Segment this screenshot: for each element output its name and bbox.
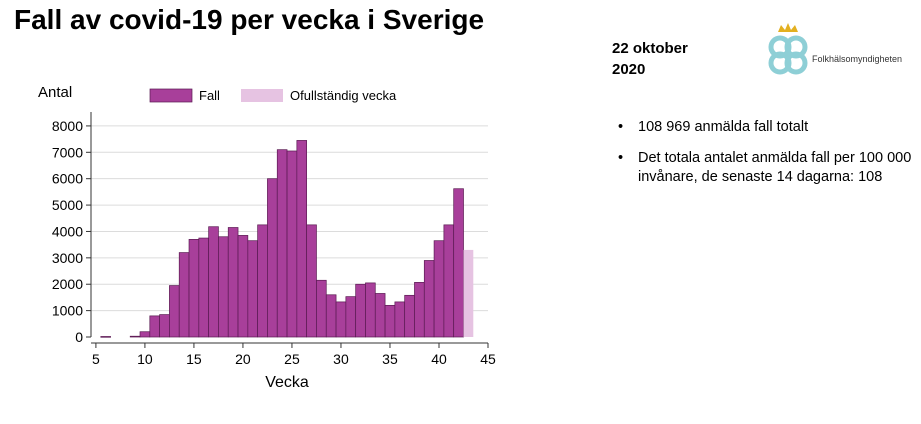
y-tick-label: 7000 bbox=[52, 144, 83, 160]
bar-week-12 bbox=[159, 314, 170, 338]
y-tick-label: 0 bbox=[75, 329, 83, 345]
y-tick-label: 2000 bbox=[52, 276, 83, 292]
slide-title: Fall av covid-19 per vecka i Sverige bbox=[14, 4, 485, 35]
bar-week-42 bbox=[453, 188, 464, 338]
folkhalsomyndigheten-logo: Folkhälsomyndigheten bbox=[756, 18, 921, 78]
bar-week-21 bbox=[247, 240, 258, 338]
bar-week-15 bbox=[188, 239, 200, 338]
bullet-dot-icon: • bbox=[618, 150, 624, 166]
bullet-text: 108 969 anmälda fall totalt bbox=[638, 119, 809, 135]
bar-week-13 bbox=[169, 285, 180, 338]
bar-week-41 bbox=[443, 224, 455, 338]
bar-week-35 bbox=[384, 304, 396, 338]
legend-label-fall: Fall bbox=[199, 88, 220, 103]
weekly-cases-chart: 0 1000 2000 3000 4000 5000 6000 7000 8000 5 10 15 20… bbox=[38, 84, 496, 391]
logo-emblem-icon bbox=[768, 23, 808, 75]
axes: 0 1000 2000 3000 4000 5000 6000 7000 8000 5 10 15 20… bbox=[52, 112, 496, 367]
bar-week-34 bbox=[374, 293, 386, 338]
bar-week-14 bbox=[178, 252, 190, 338]
bar-week-9 bbox=[129, 335, 141, 338]
y-tick-label: 4000 bbox=[52, 223, 83, 239]
bar-week-36 bbox=[394, 301, 406, 338]
bar-week-31 bbox=[345, 296, 357, 338]
date-label: 22 oktober 2020 bbox=[612, 38, 688, 80]
y-tick-label: 3000 bbox=[52, 250, 83, 266]
bar-week-28 bbox=[316, 279, 327, 338]
legend-swatch-fall bbox=[149, 88, 193, 103]
bar-week-39 bbox=[423, 260, 435, 338]
bar-week-11 bbox=[149, 315, 160, 338]
bar-week-32 bbox=[355, 283, 366, 338]
x-tick-label: 15 bbox=[186, 351, 202, 367]
x-tick-label: 35 bbox=[382, 351, 398, 367]
bar-week-17 bbox=[208, 226, 219, 338]
y-tick-label: 6000 bbox=[52, 171, 83, 187]
bullet-item-incidence: • Det totala antalet anmälda fall per 10… bbox=[612, 149, 912, 187]
bar-week-29 bbox=[325, 294, 337, 338]
y-tick-label: 5000 bbox=[52, 197, 83, 213]
legend-swatch-incomplete bbox=[241, 89, 283, 102]
bar-week-24 bbox=[276, 149, 288, 338]
bar-week-22 bbox=[257, 224, 268, 338]
bar-week-16 bbox=[198, 237, 209, 338]
x-tick-label: 40 bbox=[431, 351, 447, 367]
date-line-2: 2020 bbox=[612, 61, 646, 78]
x-tick-label: 45 bbox=[480, 351, 496, 367]
bar-week-10 bbox=[139, 331, 151, 338]
bar-incomplete-week-43 bbox=[463, 249, 474, 337]
x-axis-label: Vecka bbox=[265, 374, 309, 391]
bullet-text: Det totala antalet anmälda fall per 100 … bbox=[638, 150, 912, 185]
x-tick-label: 25 bbox=[284, 351, 300, 367]
legend-label-incomplete: Ofullständig vecka bbox=[290, 88, 397, 103]
bar-week-27 bbox=[306, 224, 317, 338]
y-tick-label: 8000 bbox=[52, 118, 83, 134]
bar-week-23 bbox=[267, 178, 278, 338]
bullet-dot-icon: • bbox=[618, 119, 624, 135]
bar-week-26 bbox=[296, 140, 308, 338]
bar-week-38 bbox=[414, 282, 425, 338]
bar-week-18 bbox=[218, 236, 229, 338]
x-tick-label: 5 bbox=[92, 351, 100, 367]
y-axis-label: Antal bbox=[38, 84, 72, 101]
bar-week-6 bbox=[100, 336, 111, 338]
bar-series bbox=[100, 140, 474, 338]
bar-week-30 bbox=[335, 301, 347, 338]
bullet-list: • 108 969 anmälda fall totalt • Det tota… bbox=[612, 118, 912, 199]
bar-week-33 bbox=[365, 282, 376, 338]
bullet-item-total: • 108 969 anmälda fall totalt bbox=[612, 118, 912, 137]
y-tick-label: 1000 bbox=[52, 303, 83, 319]
x-tick-label: 30 bbox=[333, 351, 349, 367]
bar-week-25 bbox=[286, 150, 298, 338]
legend: Fall Ofullständig vecka bbox=[149, 88, 397, 103]
x-tick-label: 20 bbox=[235, 351, 251, 367]
date-line-1: 22 oktober bbox=[612, 40, 688, 57]
bar-week-20 bbox=[237, 235, 249, 338]
bar-week-40 bbox=[433, 240, 445, 338]
logo-text: Folkhälsomyndigheten bbox=[812, 54, 903, 64]
bar-week-19 bbox=[227, 227, 239, 338]
bar-week-37 bbox=[404, 294, 415, 338]
x-tick-label: 10 bbox=[137, 351, 153, 367]
